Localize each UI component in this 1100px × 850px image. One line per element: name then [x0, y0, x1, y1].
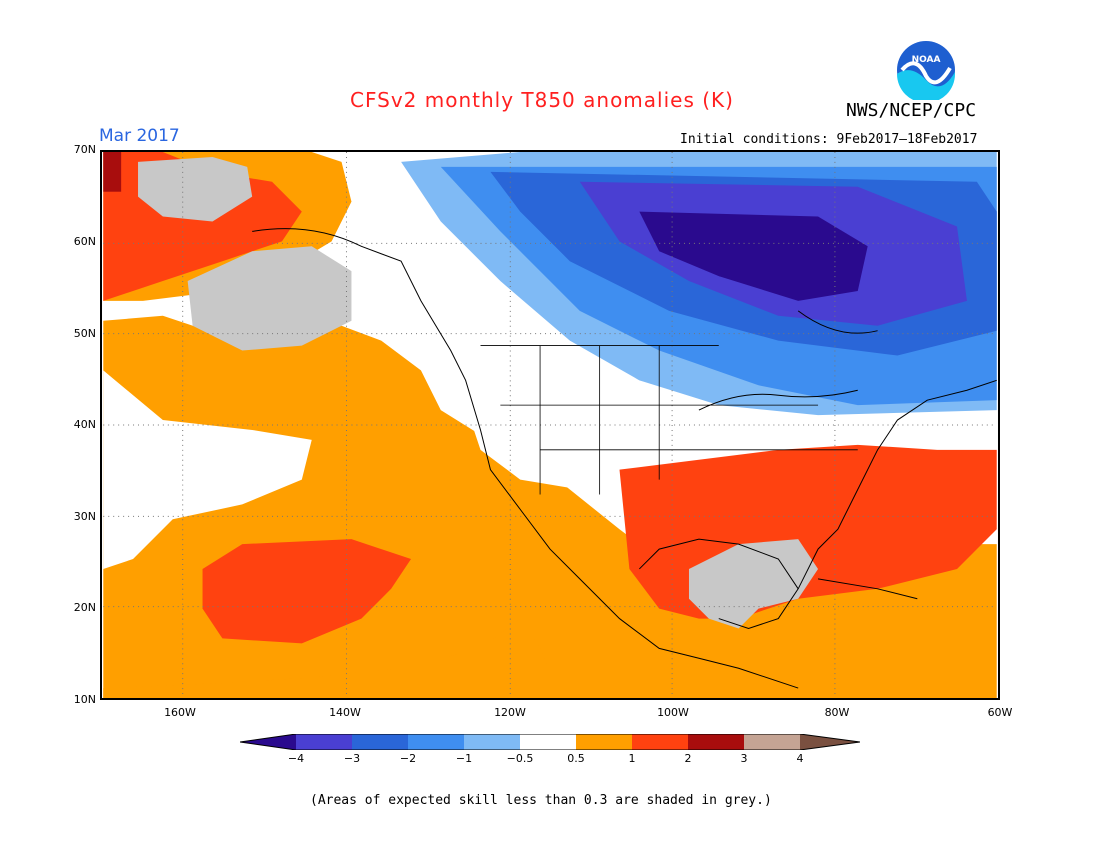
- lon-label: 160W: [164, 706, 196, 719]
- lat-label: 70N: [73, 143, 96, 156]
- map-title: CFSv2 monthly T850 anomalies (K): [350, 88, 734, 112]
- lon-label: 80W: [824, 706, 850, 719]
- lon-label: 140W: [329, 706, 361, 719]
- lat-label: 30N: [73, 510, 96, 523]
- dark-red-anomaly: [103, 152, 122, 192]
- anomaly-map: [100, 150, 1000, 700]
- forecast-month: Mar 2017: [99, 126, 180, 146]
- colorbar-label: 2: [684, 752, 692, 765]
- lat-label: 60N: [73, 235, 96, 248]
- noaa-logo-icon: NOAA: [897, 41, 955, 100]
- colorbar-swatch: [352, 734, 408, 750]
- neutral-lower-left: [103, 618, 560, 698]
- colorbar-swatch: [520, 734, 576, 750]
- colorbar-swatch: [240, 734, 296, 750]
- lon-label: 60W: [987, 706, 1013, 719]
- graticule: [103, 152, 997, 698]
- colorbar-swatch: [408, 734, 464, 750]
- colorbar-swatch: [800, 734, 860, 750]
- agency-label: NWS/NCEP/CPC: [846, 100, 977, 121]
- state-borders: [480, 345, 858, 495]
- colorbar-label: −3: [343, 752, 361, 765]
- colorbar-label: 1: [628, 752, 636, 765]
- colorbar-label: −2: [399, 752, 417, 765]
- lat-label: 40N: [73, 418, 96, 431]
- neutral-band-pacific: [103, 370, 312, 569]
- colorbar-label: −0.5: [506, 752, 534, 765]
- color-bar: [240, 734, 860, 750]
- colorbar-swatch: [296, 734, 352, 750]
- colorbar-swatch: [464, 734, 520, 750]
- map-canvas: [103, 152, 997, 698]
- lat-label: 20N: [73, 601, 96, 614]
- colorbar-label: −1: [455, 752, 473, 765]
- lat-label: 10N: [73, 693, 96, 706]
- colorbar-swatch: [632, 734, 688, 750]
- lon-label: 100W: [657, 706, 689, 719]
- colorbar-swatch: [688, 734, 744, 750]
- noaa-logo-text: NOAA: [912, 55, 941, 65]
- colorbar-label: 0.5: [567, 752, 585, 765]
- colorbar-label: 4: [796, 752, 804, 765]
- low-skill-alaska: [138, 156, 253, 222]
- colorbar-label: 3: [740, 752, 748, 765]
- low-skill-northpacific: [187, 246, 352, 351]
- red-anomaly-hawaii: [202, 539, 412, 644]
- cold-band-4: [639, 211, 868, 301]
- low-skill-gulf: [688, 539, 819, 629]
- lat-label: 50N: [73, 327, 96, 340]
- initial-conditions: Initial conditions: 9Feb2017–18Feb2017: [680, 132, 978, 147]
- colorbar-label: −4: [287, 752, 305, 765]
- colorbar-swatch: [744, 734, 800, 750]
- colorbar-swatch: [576, 734, 632, 750]
- coastlines: [252, 228, 997, 689]
- skill-note: (Areas of expected skill less than 0.3 a…: [310, 793, 772, 808]
- lon-label: 120W: [494, 706, 526, 719]
